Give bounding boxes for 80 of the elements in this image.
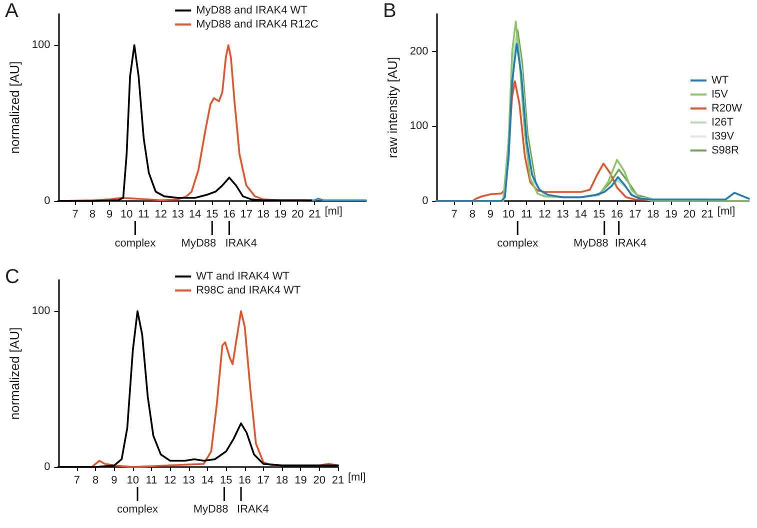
x-tick-label: 13 (182, 474, 195, 486)
x-tick-label: 14 (188, 208, 202, 220)
x-tick-label: 19 (294, 474, 307, 486)
y-axis-title: raw intensity [AU] (385, 56, 400, 158)
y-tick-label: 100 (32, 305, 50, 318)
x-tick-label: 17 (240, 208, 252, 220)
legend-label: R98C and IRAK4 WT (196, 284, 301, 296)
legend-label: WT (711, 74, 729, 86)
y-tick-label: 0 (44, 195, 50, 207)
x-tick-label: 10 (120, 208, 133, 220)
x-tick-label: 14 (201, 474, 214, 486)
x-axis-title: [ml] (324, 206, 342, 218)
x-axis-title: [ml] (717, 206, 736, 218)
y-tick-label: 0 (44, 461, 50, 473)
legend-label: I26T (711, 116, 734, 128)
text: IRAK4 (614, 238, 647, 250)
y-tick-label: 100 (32, 39, 50, 52)
x-tick-label: 8 (89, 208, 96, 220)
x-tick-label: 20 (291, 208, 304, 220)
x-tick-label: 13 (556, 208, 569, 220)
x-tick-label: 15 (220, 474, 232, 486)
x-tick-label: 12 (154, 208, 167, 220)
legend-label: MyD88 and IRAK4 WT (196, 4, 308, 16)
text: IRAK4 (237, 504, 269, 516)
x-tick-label: 16 (238, 474, 251, 486)
x-tick-label: 9 (111, 474, 118, 486)
text: IRAK4 (225, 238, 258, 250)
x-tick-label: 16 (223, 208, 236, 220)
x-tick-label: 7 (72, 208, 78, 220)
x-tick-label: 17 (628, 208, 642, 220)
x-tick-label: 15 (592, 208, 606, 220)
x-tick-label: 18 (257, 208, 270, 220)
chart-title: B (383, 0, 396, 22)
chart-title: C (5, 266, 20, 288)
y-axis-title: normalized [AU] (7, 61, 22, 154)
y-tick-label: 200 (410, 45, 428, 58)
x-tick-label: 14 (574, 208, 587, 220)
x-tick-label: 18 (276, 474, 288, 486)
x-tick-label: 8 (469, 208, 476, 220)
x-tick-label: 19 (274, 208, 287, 220)
x-tick-label: 12 (538, 208, 551, 220)
x-tick-label: 20 (313, 474, 326, 486)
x-tick-label: 10 (502, 208, 515, 220)
legend-label: I39V (711, 130, 735, 142)
text: complex (497, 238, 539, 250)
x-tick-label: 11 (138, 208, 150, 220)
chart-title: A (5, 0, 19, 22)
legend-label: MyD88 and IRAK4 R12C (196, 18, 318, 30)
x-tick-label: 19 (665, 208, 678, 220)
x-tick-label: 16 (610, 208, 624, 220)
x-tick-label: 11 (146, 474, 158, 486)
x-tick-label: 11 (520, 208, 532, 220)
x-tick-label: 15 (206, 208, 218, 220)
x-tick-label: 21 (332, 474, 344, 486)
x-tick-label: 9 (487, 208, 494, 220)
x-tick-label: 18 (647, 208, 660, 220)
x-tick-label: 17 (257, 474, 270, 486)
x-axis-title: [ml] (348, 472, 366, 484)
x-tick-label: 7 (74, 474, 80, 486)
x-tick-label: 21 (701, 208, 714, 220)
legend-label: I5V (711, 88, 729, 100)
x-tick-label: 9 (106, 208, 113, 220)
x-tick-label: 12 (164, 474, 176, 486)
x-tick-label: 7 (451, 208, 458, 220)
text: complex (114, 238, 156, 250)
y-tick-label: 0 (422, 195, 428, 207)
x-tick-label: 8 (92, 474, 99, 486)
text: MyD88 (193, 504, 228, 516)
legend-label: S98R (711, 144, 740, 156)
text: MyD88 (181, 238, 216, 250)
legend-label: WT and IRAK4 WT (196, 270, 290, 282)
x-tick-label: 20 (683, 208, 696, 220)
text: complex (117, 504, 158, 516)
x-tick-label: 21 (308, 208, 321, 220)
legend-label: R20W (711, 102, 743, 114)
x-tick-label: 13 (172, 208, 184, 220)
y-axis-title: normalized [AU] (7, 327, 22, 420)
y-tick-label: 100 (410, 120, 428, 132)
x-tick-label: 10 (126, 474, 139, 486)
text: MyD88 (574, 238, 608, 250)
